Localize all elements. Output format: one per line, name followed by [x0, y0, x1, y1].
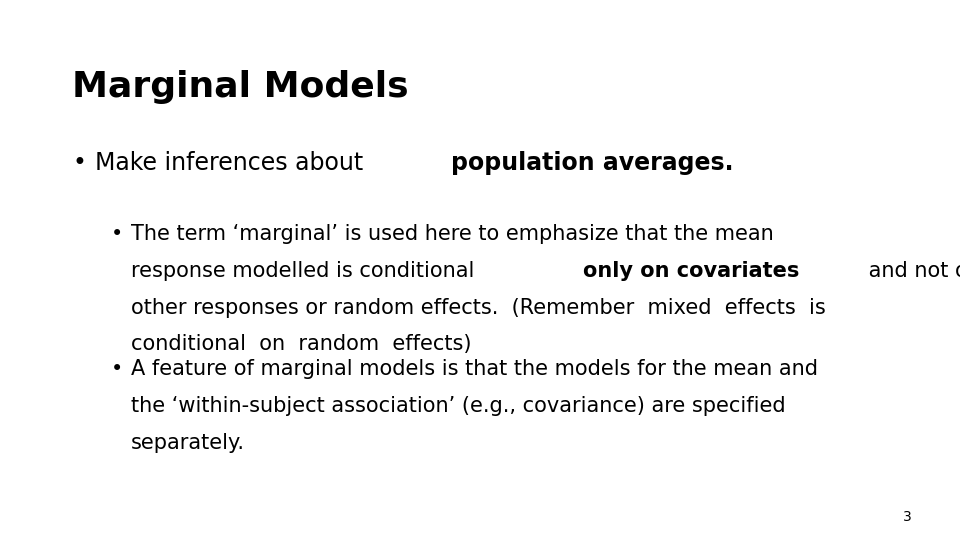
Text: A feature of marginal models is that the models for the mean and: A feature of marginal models is that the… — [131, 359, 818, 379]
Text: population averages.: population averages. — [450, 151, 733, 175]
Text: only on covariates: only on covariates — [583, 261, 799, 281]
Text: conditional  on  random  effects): conditional on random effects) — [131, 334, 471, 354]
Text: Marginal Models: Marginal Models — [72, 70, 409, 104]
Text: •: • — [110, 224, 123, 244]
Text: other responses or random effects.  (Remember  mixed  effects  is: other responses or random effects. (Reme… — [131, 298, 826, 318]
Text: •: • — [110, 359, 123, 379]
Text: The term ‘marginal’ is used here to emphasize that the mean: The term ‘marginal’ is used here to emph… — [131, 224, 774, 244]
Text: •: • — [72, 151, 85, 175]
Text: Make inferences about: Make inferences about — [95, 151, 371, 175]
Text: response modelled is conditional: response modelled is conditional — [131, 261, 481, 281]
Text: separately.: separately. — [131, 433, 245, 453]
Text: 3: 3 — [903, 510, 912, 524]
Text: the ‘within-subject association’ (e.g., covariance) are specified: the ‘within-subject association’ (e.g., … — [131, 396, 785, 416]
Text: and not on: and not on — [862, 261, 960, 281]
